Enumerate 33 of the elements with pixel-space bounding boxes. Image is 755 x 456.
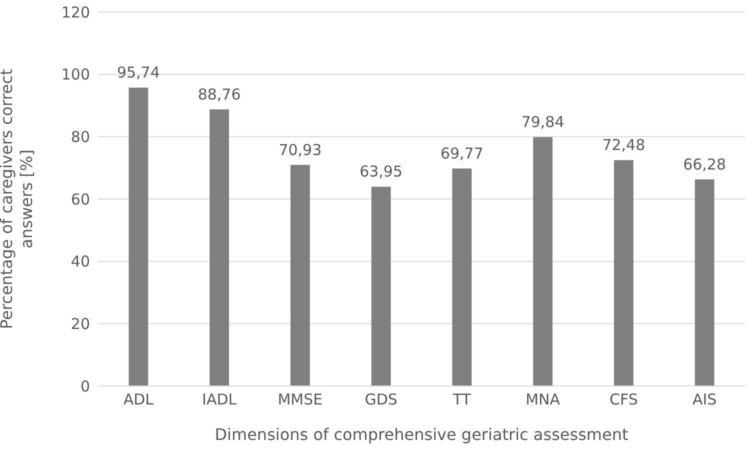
- x-tick-label: MNA: [526, 390, 561, 409]
- x-tick-label: TT: [452, 390, 472, 409]
- bar: [210, 109, 230, 386]
- x-tick-label: CFS: [610, 390, 638, 409]
- bar: [290, 164, 310, 386]
- data-label: 66,28: [683, 155, 726, 174]
- x-axis-title: Dimensions of comprehensive geriatric assessment: [214, 425, 628, 444]
- x-tick-label: GDS: [364, 390, 398, 409]
- y-tick-label: 20: [70, 314, 90, 333]
- bar: [371, 186, 391, 386]
- x-tick-label: AIS: [692, 390, 717, 409]
- y-tick-label: 100: [61, 66, 90, 84]
- x-tick-label: IADL: [202, 390, 238, 409]
- y-axis-title: Percentage of caregivers correct answers [%]: [0, 68, 36, 330]
- x-tick-label: MMSE: [278, 390, 323, 409]
- data-label: 70,93: [278, 140, 322, 159]
- bar: [614, 160, 634, 386]
- data-label: 72,48: [602, 136, 646, 154]
- data-label: 88,76: [198, 85, 241, 104]
- bar: [128, 88, 148, 386]
- data-label: 63,95: [360, 162, 403, 181]
- y-tick-label: 0: [80, 377, 90, 396]
- y-tick-label: 40: [70, 252, 90, 271]
- y-tick-label: 60: [70, 190, 90, 208]
- y-tick-label: 80: [70, 128, 90, 146]
- data-label: 69,77: [440, 144, 484, 163]
- data-label: 79,84: [521, 113, 564, 132]
- data-label: 95,74: [116, 64, 160, 82]
- bar: [694, 179, 714, 386]
- bar: [452, 168, 472, 386]
- y-tick-label: 120: [61, 3, 90, 22]
- bar: [533, 137, 553, 386]
- x-tick-label: ADL: [123, 390, 154, 409]
